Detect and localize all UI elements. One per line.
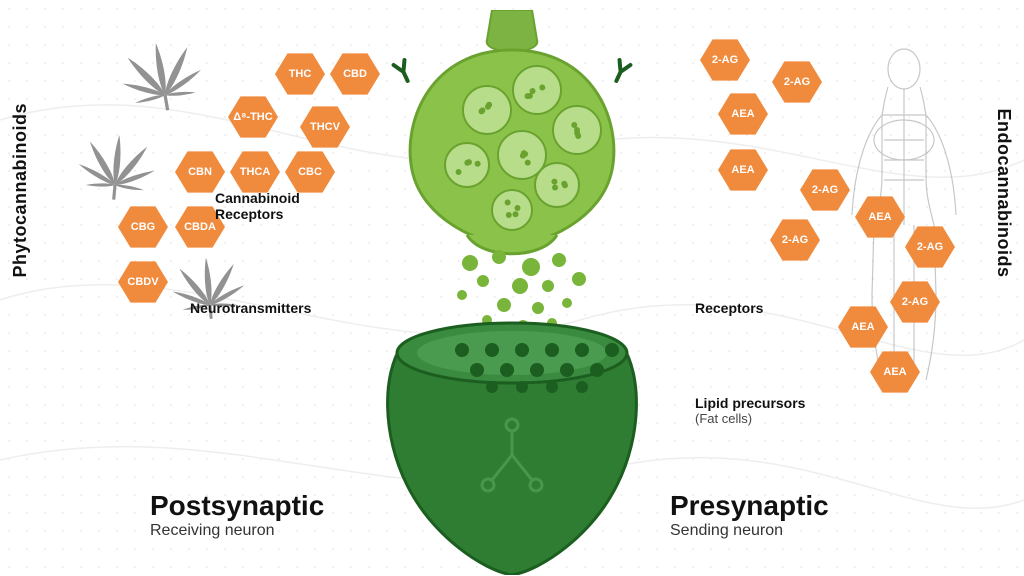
neurotransmitter-dot (572, 272, 586, 286)
label-cannabinoid-receptors: Cannabinoid Receptors (215, 190, 300, 222)
caption-postsynaptic: Postsynaptic Receiving neuron (150, 490, 324, 540)
neuron-terminal-top (372, 10, 652, 270)
label-text: Cannabinoid (215, 190, 300, 206)
label-neurotransmitters: Neurotransmitters (190, 300, 311, 316)
label-subtext: (Fat cells) (695, 411, 752, 426)
label-text: Neurotransmitters (190, 300, 311, 316)
neurotransmitter-dot (522, 258, 540, 276)
label-text: Lipid precursors (695, 395, 805, 411)
side-label-left-text: Phytocannabinoids (10, 103, 30, 278)
neuron-terminal-bottom (362, 315, 662, 575)
neurotransmitter-dot (497, 298, 511, 312)
side-label-endocannabinoids: Endocannabinoids (993, 108, 1014, 277)
caption-sub: Receiving neuron (150, 522, 275, 539)
neurotransmitter-dot (552, 253, 566, 267)
neurotransmitter-dot (512, 278, 528, 294)
label-lipid-precursors: Lipid precursors (Fat cells) (695, 395, 805, 426)
label-receptors: Receptors (695, 300, 763, 316)
neurotransmitter-dot (457, 290, 467, 300)
neurotransmitter-dot (562, 298, 572, 308)
side-label-phytocannabinoids: Phytocannabinoids (10, 103, 31, 278)
caption-sub: Sending neuron (670, 522, 783, 539)
neurotransmitter-dot (532, 302, 544, 314)
neurotransmitter-dot (462, 255, 478, 271)
neurotransmitter-dot (492, 250, 506, 264)
label-text: Receptors (695, 300, 763, 316)
side-label-right-text: Endocannabinoids (994, 108, 1014, 277)
caption-presynaptic: Presynaptic Sending neuron (670, 490, 829, 540)
caption-title: Presynaptic (670, 490, 829, 521)
neurotransmitter-dot (477, 275, 489, 287)
caption-title: Postsynaptic (150, 490, 324, 521)
label-text: Receptors (215, 206, 283, 222)
neurotransmitter-dot (542, 280, 554, 292)
